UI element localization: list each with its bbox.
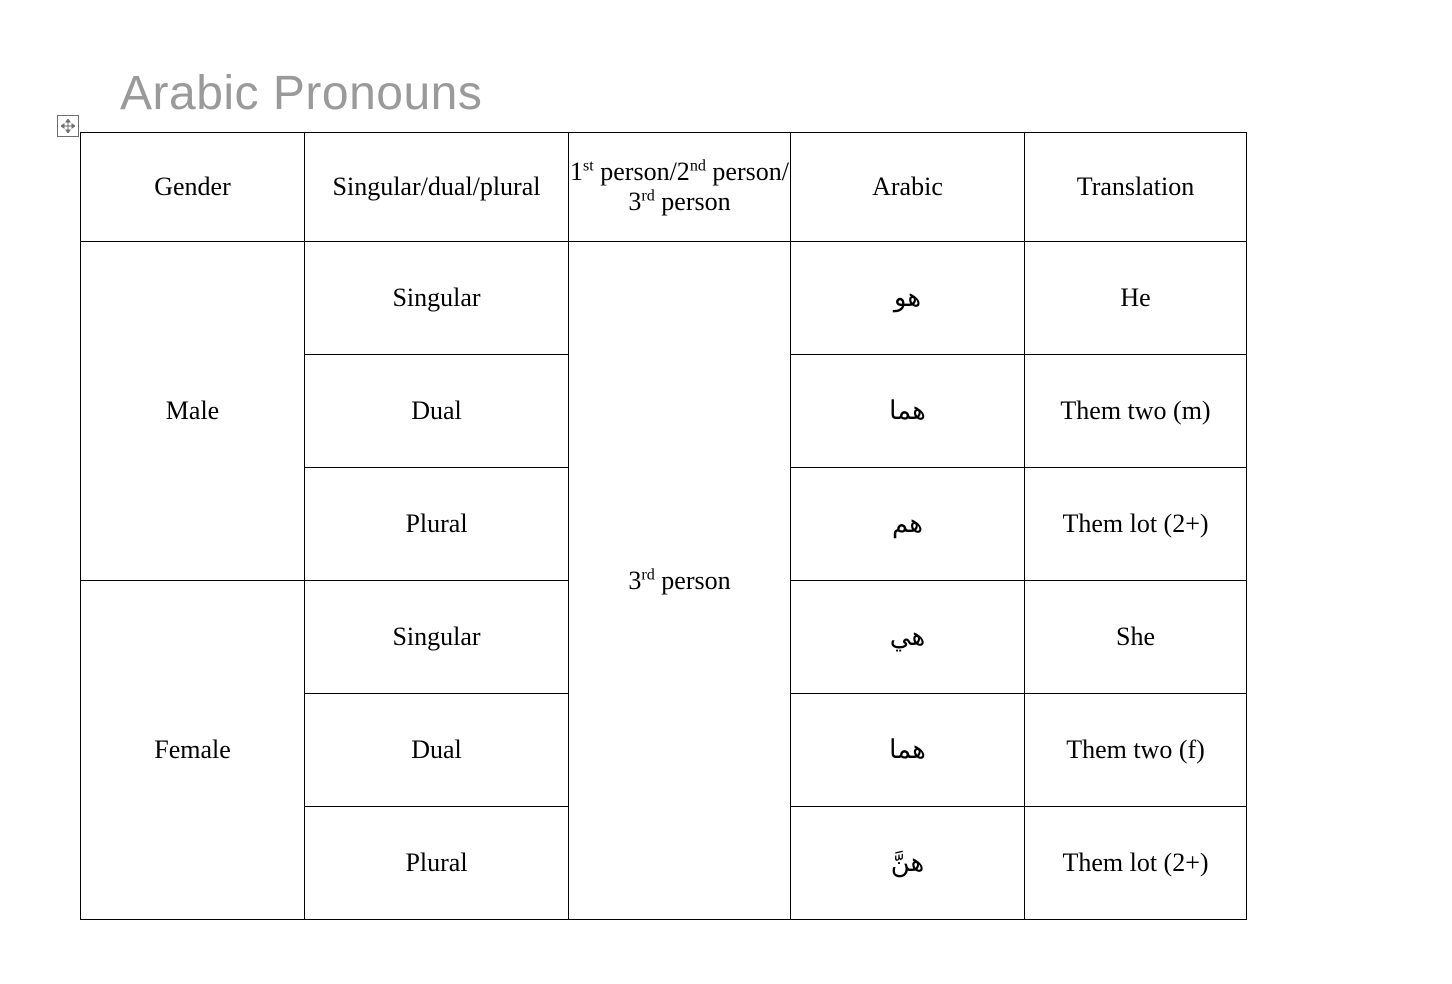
- cell-number: Singular: [305, 242, 569, 355]
- cell-person-3rd: 3rd person: [569, 242, 791, 920]
- table-header-row: Gender Singular/dual/plural 1st person/2…: [81, 133, 1247, 242]
- cell-arabic: هي: [791, 581, 1025, 694]
- table-row: Male Singular 3rd person هو He: [81, 242, 1247, 355]
- cell-gender-female: Female: [81, 581, 305, 920]
- cell-arabic: هو: [791, 242, 1025, 355]
- col-header-number: Singular/dual/plural: [305, 133, 569, 242]
- cell-number: Plural: [305, 468, 569, 581]
- cell-number: Plural: [305, 807, 569, 920]
- cell-number: Singular: [305, 581, 569, 694]
- cell-translation: She: [1025, 581, 1247, 694]
- cell-gender-male: Male: [81, 242, 305, 581]
- cell-arabic: هم: [791, 468, 1025, 581]
- cell-translation: He: [1025, 242, 1247, 355]
- cell-arabic: هما: [791, 355, 1025, 468]
- cell-translation: Them two (m): [1025, 355, 1247, 468]
- document-page: Arabic Pronouns Gender S: [0, 0, 1452, 984]
- pronouns-table: Gender Singular/dual/plural 1st person/2…: [80, 132, 1247, 920]
- cell-translation: Them lot (2+): [1025, 807, 1247, 920]
- cell-number: Dual: [305, 355, 569, 468]
- col-header-gender: Gender: [81, 133, 305, 242]
- cell-arabic: هما: [791, 694, 1025, 807]
- cell-arabic: هنَّ: [791, 807, 1025, 920]
- col-header-person: 1st person/2nd person/ 3rd person: [569, 133, 791, 242]
- table-move-handle-icon[interactable]: [57, 115, 79, 137]
- col-header-arabic: Arabic: [791, 133, 1025, 242]
- pronouns-table-container: Gender Singular/dual/plural 1st person/2…: [80, 132, 1247, 920]
- cell-translation: Them two (f): [1025, 694, 1247, 807]
- page-title: Arabic Pronouns: [120, 66, 482, 121]
- col-header-translation: Translation: [1025, 133, 1247, 242]
- cell-number: Dual: [305, 694, 569, 807]
- cell-translation: Them lot (2+): [1025, 468, 1247, 581]
